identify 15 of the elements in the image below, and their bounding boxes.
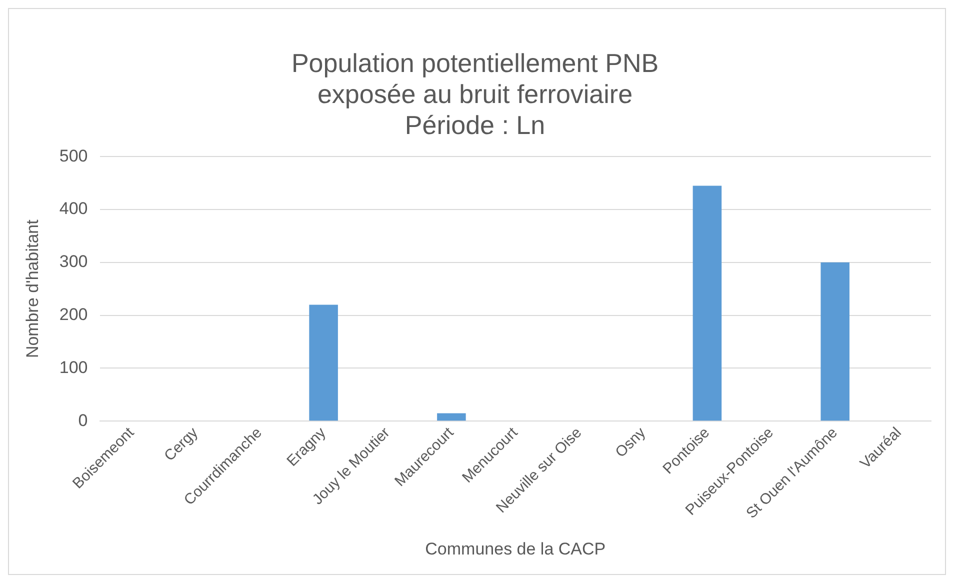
y-tick-label: 500 bbox=[59, 146, 88, 166]
bar bbox=[309, 304, 338, 421]
text: Période : Ln bbox=[404, 110, 546, 140]
y-tick-label: 300 bbox=[59, 252, 88, 272]
y-axis-title: Nombre d'habitant bbox=[22, 219, 42, 358]
x-axis-title: Communes de la CACP bbox=[425, 539, 606, 558]
bar bbox=[692, 186, 722, 421]
bar bbox=[820, 262, 850, 421]
y-tick-label: 100 bbox=[59, 358, 88, 377]
bar bbox=[437, 413, 466, 421]
text: exposée au bruit ferroviaire bbox=[317, 78, 633, 109]
y-tick-label: 200 bbox=[59, 305, 88, 324]
y-tick-label: 0 bbox=[78, 410, 88, 430]
text: Population potentiellement PNB bbox=[291, 48, 659, 78]
y-tick-label: 400 bbox=[59, 199, 88, 218]
